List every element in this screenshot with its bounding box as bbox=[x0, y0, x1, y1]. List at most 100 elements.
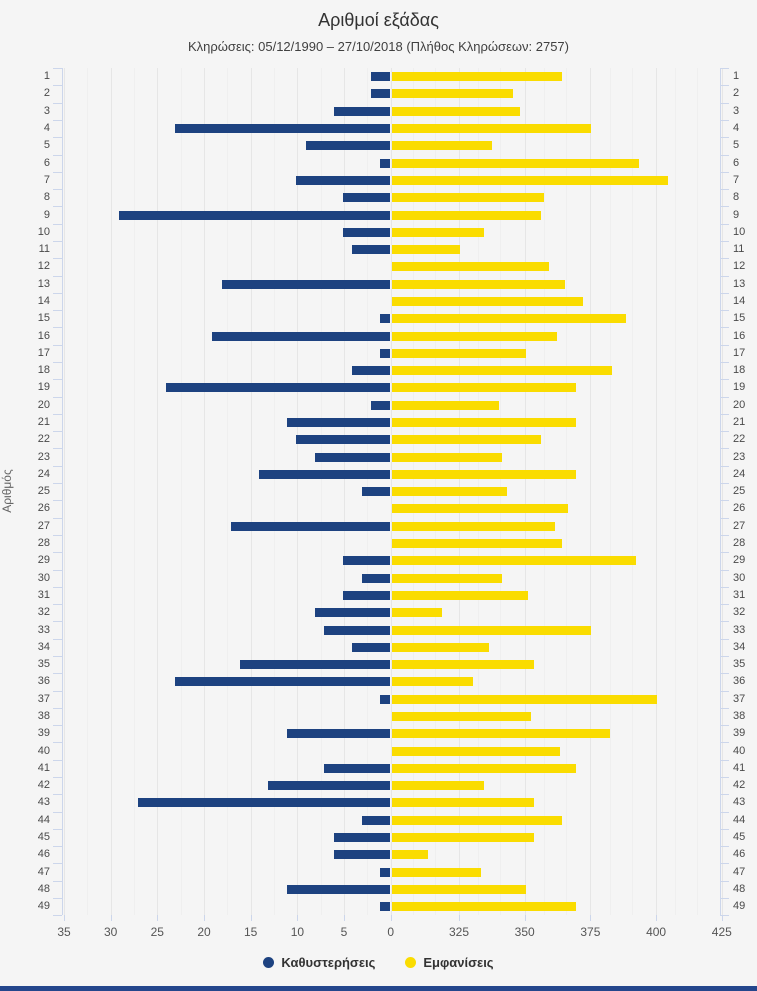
appearance-bar[interactable] bbox=[391, 418, 576, 427]
appearance-bar[interactable] bbox=[391, 452, 503, 462]
delay-bar[interactable] bbox=[287, 729, 390, 739]
delay-bar[interactable] bbox=[361, 815, 390, 825]
delay-bar[interactable] bbox=[352, 245, 390, 255]
appearance-bar[interactable] bbox=[391, 556, 637, 566]
appearance-bar[interactable] bbox=[391, 902, 576, 912]
delay-bar[interactable] bbox=[380, 867, 390, 877]
appearance-bar[interactable] bbox=[391, 175, 668, 185]
legend-item-appearances[interactable]: Εμφανίσεις bbox=[405, 955, 494, 970]
delay-bar[interactable] bbox=[287, 884, 390, 894]
appearance-bar[interactable] bbox=[391, 72, 563, 82]
delay-bar[interactable] bbox=[296, 175, 390, 185]
delay-bar[interactable] bbox=[343, 193, 390, 203]
delay-bar[interactable] bbox=[240, 660, 390, 670]
delay-bar[interactable] bbox=[287, 418, 390, 427]
appearance-bar[interactable] bbox=[391, 711, 531, 721]
legend-item-delays[interactable]: Καθυστερήσεις bbox=[263, 955, 375, 970]
appearance-bar[interactable] bbox=[391, 383, 576, 393]
delay-bar[interactable] bbox=[175, 677, 390, 687]
delay-bar[interactable] bbox=[371, 89, 390, 99]
delay-bar[interactable] bbox=[343, 556, 390, 566]
appearance-bar[interactable] bbox=[391, 884, 526, 894]
appearance-bar[interactable] bbox=[391, 279, 566, 289]
appearance-bar[interactable] bbox=[391, 245, 460, 255]
appearance-bar[interactable] bbox=[391, 608, 442, 618]
delay-bar[interactable] bbox=[343, 590, 390, 600]
appearance-bar[interactable] bbox=[391, 625, 592, 635]
left-axis-tick bbox=[53, 690, 62, 692]
appearance-bar[interactable] bbox=[391, 867, 482, 877]
appearance-bar[interactable] bbox=[391, 296, 584, 306]
delay-bar[interactable] bbox=[119, 210, 390, 220]
delay-bar[interactable] bbox=[165, 383, 390, 393]
delay-bar[interactable] bbox=[333, 850, 390, 860]
appearance-bar[interactable] bbox=[391, 400, 500, 410]
delay-bar[interactable] bbox=[137, 798, 390, 808]
delay-bar[interactable] bbox=[380, 348, 390, 358]
delay-bar[interactable] bbox=[268, 781, 390, 791]
appearance-bar[interactable] bbox=[391, 677, 474, 687]
appearance-bar[interactable] bbox=[391, 815, 563, 825]
delay-bar[interactable] bbox=[305, 141, 390, 151]
appearance-bar[interactable] bbox=[391, 781, 484, 791]
appearance-bar[interactable] bbox=[391, 262, 550, 272]
delay-bar[interactable] bbox=[380, 694, 390, 704]
appearance-bar[interactable] bbox=[391, 227, 484, 237]
delay-bar[interactable] bbox=[361, 573, 390, 583]
appearance-bar[interactable] bbox=[391, 331, 558, 341]
delay-bar[interactable] bbox=[259, 469, 390, 479]
appearance-bar[interactable] bbox=[391, 366, 613, 376]
appearance-bar[interactable] bbox=[391, 124, 592, 133]
x-axis-tick bbox=[110, 915, 112, 922]
delay-bar[interactable] bbox=[380, 158, 390, 168]
left-axis-tick bbox=[53, 258, 62, 260]
appearance-bar[interactable] bbox=[391, 487, 508, 497]
delay-bar[interactable] bbox=[221, 279, 390, 289]
appearance-bar[interactable] bbox=[391, 348, 526, 358]
delay-bar[interactable] bbox=[315, 452, 390, 462]
appearance-bar[interactable] bbox=[391, 435, 542, 445]
appearance-bar[interactable] bbox=[391, 158, 639, 168]
appearance-bar[interactable] bbox=[391, 746, 560, 756]
appearance-bar[interactable] bbox=[391, 106, 521, 116]
appearance-bar[interactable] bbox=[391, 590, 529, 600]
delay-bar[interactable] bbox=[371, 400, 390, 410]
appearance-bar[interactable] bbox=[391, 89, 513, 99]
delay-bar[interactable] bbox=[333, 833, 390, 842]
appearance-bar[interactable] bbox=[391, 694, 658, 704]
right-axis-tick bbox=[720, 379, 729, 381]
delay-bar[interactable] bbox=[343, 227, 390, 237]
delay-bar[interactable] bbox=[361, 487, 390, 497]
appearance-bar[interactable] bbox=[391, 210, 542, 220]
appearance-bar[interactable] bbox=[391, 193, 545, 203]
delay-bar[interactable] bbox=[296, 435, 390, 445]
appearance-bar[interactable] bbox=[391, 850, 429, 860]
delay-bar[interactable] bbox=[352, 366, 390, 376]
appearance-bar[interactable] bbox=[391, 521, 555, 531]
delay-bar[interactable] bbox=[315, 608, 390, 618]
appearance-bar[interactable] bbox=[391, 573, 503, 583]
appearance-bar[interactable] bbox=[391, 642, 489, 652]
y-axis-label-right: 43 bbox=[733, 796, 746, 809]
appearance-bar[interactable] bbox=[391, 314, 626, 324]
delay-bar[interactable] bbox=[380, 314, 390, 324]
delay-bar[interactable] bbox=[352, 642, 390, 652]
delay-bar[interactable] bbox=[231, 521, 390, 531]
delay-bar[interactable] bbox=[380, 902, 390, 912]
delay-bar[interactable] bbox=[333, 106, 390, 116]
appearance-bar[interactable] bbox=[391, 504, 568, 514]
delay-bar[interactable] bbox=[324, 763, 390, 773]
appearance-bar[interactable] bbox=[391, 729, 610, 739]
delay-bar[interactable] bbox=[212, 331, 390, 341]
y-axis-label-left: 46 bbox=[37, 848, 50, 861]
appearance-bar[interactable] bbox=[391, 660, 534, 670]
appearance-bar[interactable] bbox=[391, 469, 576, 479]
appearance-bar[interactable] bbox=[391, 763, 576, 773]
appearance-bar[interactable] bbox=[391, 798, 534, 808]
appearance-bar[interactable] bbox=[391, 141, 492, 151]
appearance-bar[interactable] bbox=[391, 539, 563, 548]
delay-bar[interactable] bbox=[324, 625, 390, 635]
delay-bar[interactable] bbox=[175, 124, 390, 133]
delay-bar[interactable] bbox=[371, 72, 390, 82]
appearance-bar[interactable] bbox=[391, 833, 534, 842]
